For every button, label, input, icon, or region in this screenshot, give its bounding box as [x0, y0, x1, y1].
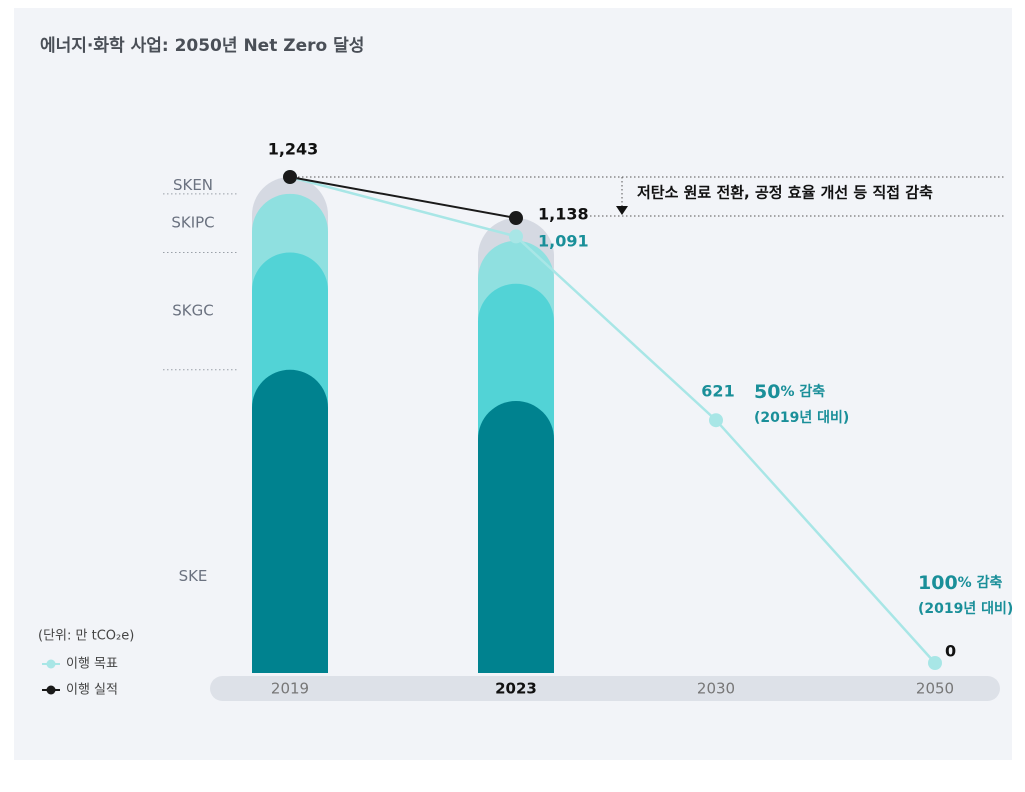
annotation: 100% 감축 [918, 572, 1002, 594]
legend-dot [46, 659, 56, 669]
line-series [289, 176, 517, 220]
annotation-emphasis: 50 [754, 381, 780, 403]
bar-segment [252, 252, 328, 414]
bar-segment [478, 283, 554, 446]
data-label: 0 [945, 642, 956, 661]
segment-label: SKGC [172, 302, 213, 320]
arrow-head [616, 206, 628, 216]
legend-dot [46, 685, 56, 695]
bar-segment [478, 401, 554, 673]
legend-label: 이행 목표 [66, 656, 118, 672]
annotation-emphasis: 100 [918, 572, 958, 594]
segment-label: SKE [179, 567, 208, 585]
annotation-text: % 감축 [780, 383, 825, 400]
annotation-text: % 감축 [958, 574, 1003, 591]
data-label: 1,138 [538, 205, 589, 224]
line-series [289, 175, 936, 664]
legend-label: 이행 실적 [66, 682, 118, 698]
line-point [928, 656, 942, 670]
reduction-note: 저탄소 원료 전환, 공정 효율 개선 등 직접 감축 [637, 184, 933, 202]
x-tick-label: 2019 [271, 680, 309, 698]
chart-title: 에너지·화학 사업: 2050년 Net Zero 달성 [40, 35, 364, 56]
bar-segment [252, 369, 328, 673]
data-label: 1,091 [538, 232, 589, 251]
annotation-note: (2019년 대비) [918, 601, 1013, 617]
unit-label: (단위: 만 tCO₂e) [38, 629, 134, 644]
segment-label: SKEN [173, 176, 213, 194]
data-label: 621 [701, 382, 734, 401]
x-axis-band [210, 676, 1000, 701]
data-label: 1,243 [268, 140, 319, 159]
line-point [709, 413, 723, 428]
line-point [509, 211, 523, 226]
annotation: 50% 감축 [754, 381, 825, 403]
annotation-note: (2019년 대비) [754, 410, 849, 426]
line-point [509, 229, 523, 244]
segment-label: SKIPC [171, 214, 214, 232]
x-tick-label: 2050 [916, 680, 954, 698]
x-tick-label: 2023 [495, 680, 537, 698]
line-point [283, 170, 297, 184]
x-tick-label: 2030 [697, 680, 735, 698]
